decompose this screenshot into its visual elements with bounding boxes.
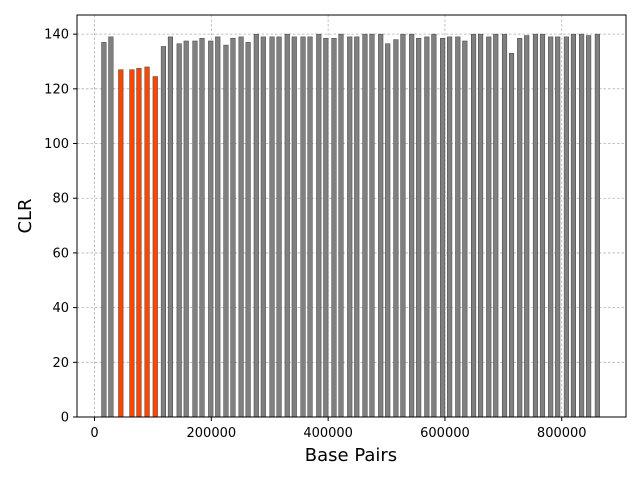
y-tick-label: 40	[52, 301, 69, 316]
bar	[245, 42, 251, 418]
bar	[455, 36, 461, 418]
bar	[462, 40, 468, 418]
bar	[400, 33, 406, 418]
bar	[238, 36, 244, 418]
bar	[362, 33, 368, 418]
x-tick-label: 800000	[537, 426, 587, 441]
bar	[269, 36, 275, 418]
x-axis-ticks: 0 200000 400000 600000 800000	[90, 417, 587, 441]
x-tick-label: 400000	[303, 426, 353, 441]
bar	[323, 37, 329, 418]
bar	[517, 37, 523, 418]
bar	[208, 40, 214, 418]
bar	[579, 33, 585, 418]
bar	[471, 33, 477, 418]
bar	[284, 33, 290, 418]
bar	[416, 37, 422, 418]
bar	[215, 36, 221, 418]
x-axis-label: Base Pairs	[305, 445, 397, 466]
y-tick-label: 0	[61, 411, 69, 426]
bar	[424, 36, 430, 418]
highlighted-bar	[129, 69, 135, 418]
bar	[393, 39, 399, 418]
y-tick-label: 60	[52, 246, 69, 261]
bar	[409, 33, 415, 418]
y-tick-label: 80	[52, 192, 69, 207]
bar	[586, 35, 592, 418]
bar	[183, 40, 189, 418]
bar	[276, 36, 282, 418]
highlighted-bar	[144, 66, 150, 418]
bar	[385, 43, 391, 418]
bar	[300, 36, 306, 418]
highlighted-bar	[118, 69, 124, 418]
bar	[108, 36, 114, 418]
bar	[338, 33, 344, 418]
bar	[369, 33, 375, 418]
bar	[508, 53, 515, 418]
bar	[478, 33, 484, 418]
bar	[307, 36, 313, 418]
bar	[563, 36, 569, 418]
y-tick-label: 120	[44, 82, 69, 97]
bar	[447, 36, 453, 418]
y-axis-ticks: 0 20 40 60 80 100 120 140	[44, 28, 77, 426]
bar	[199, 37, 205, 418]
bar	[524, 35, 530, 418]
bar	[378, 33, 384, 418]
bar	[431, 33, 437, 418]
y-tick-label: 140	[44, 28, 69, 43]
bar	[347, 36, 353, 418]
y-tick-label: 20	[52, 356, 69, 371]
bar	[230, 37, 236, 418]
highlighted-bar	[136, 68, 142, 418]
bar	[354, 36, 360, 418]
bar	[167, 36, 174, 418]
plot-frame	[76, 14, 627, 418]
bar	[532, 33, 539, 418]
bar	[253, 33, 259, 418]
bar	[260, 36, 266, 418]
bar	[501, 33, 508, 418]
bar	[539, 33, 546, 418]
y-tick-label: 100	[44, 137, 69, 152]
y-axis-label: CLR	[15, 198, 36, 233]
bar	[192, 40, 198, 418]
bar	[570, 33, 576, 418]
bar	[316, 33, 322, 418]
highlighted-bar	[152, 76, 158, 418]
bar	[101, 42, 107, 418]
x-tick-label: 600000	[420, 426, 470, 441]
bar	[331, 37, 337, 418]
bar	[223, 44, 229, 418]
bar	[555, 36, 561, 418]
bar	[440, 37, 446, 418]
bar	[160, 46, 166, 418]
x-tick-label: 200000	[187, 426, 237, 441]
bar	[291, 36, 297, 418]
bar	[493, 33, 499, 418]
bar	[548, 36, 554, 418]
bar	[486, 36, 492, 418]
bar	[176, 43, 182, 418]
bars	[101, 33, 600, 418]
x-tick-label: 0	[90, 426, 98, 441]
bar	[594, 33, 600, 418]
